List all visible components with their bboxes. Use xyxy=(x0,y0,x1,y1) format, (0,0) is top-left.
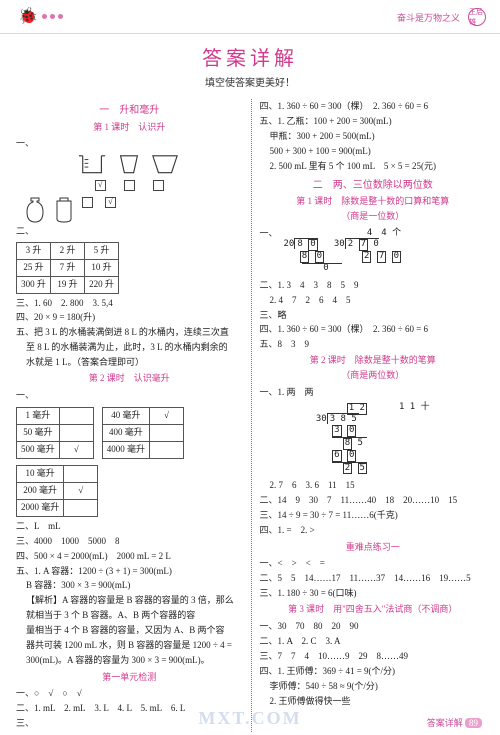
ribbon-icon: 王后雄 xyxy=(468,8,486,26)
cup-narrow-icon xyxy=(115,154,143,176)
ld-row-2: 1 2 303 8 5 3 0 8 5 6 0 2 5 1 1 十 xyxy=(260,401,487,478)
t2-expl-5: 300(mL)。A 容器的容量为 300 × 3 = 900(mL)。 xyxy=(16,654,243,668)
q3-line: 三、1. 60 2. 800 3. 5,4 xyxy=(16,297,243,311)
u2-lesson1: 第 1 课时 除数是整十数的口算和笔算 xyxy=(260,195,487,209)
subtitle: 填空使答案更美好！ xyxy=(0,74,500,89)
u2-lesson1-sub: （商是一位数） xyxy=(260,210,487,224)
t2-expl-3: 量相当于 4 个 B 容器的容量，又因为 A、B 两个容 xyxy=(16,624,243,638)
l2-q2: 2. 7 6 3. 6 11 15 xyxy=(260,479,487,493)
t2-q3: 三、4000 1000 5000 8 xyxy=(16,535,243,549)
ml-grid-3: 10 毫升 200 毫升√ 2000 毫升 xyxy=(16,465,98,517)
long-division-1: 4 4 个 208 0 302 7 0 8 0 2 7 0 0 xyxy=(284,229,402,274)
checkbox-empty xyxy=(153,180,164,191)
t2-expl-1: 【解析】A 容器的容量是 B 容器的容量的 3 倍，那么 xyxy=(16,594,243,608)
checkbox-empty xyxy=(124,180,135,191)
long-division-2a: 1 2 303 8 5 3 0 8 5 6 0 2 5 xyxy=(316,403,367,474)
t2-q2: 二、L mL xyxy=(16,520,243,534)
unit2-title: 二 两、三位数除以两位数 xyxy=(260,178,487,194)
l2-q3: 二、14 9 30 7 11……40 18 20……10 15 xyxy=(260,494,487,508)
title-block: 答案详解 填空使答案更美好！ xyxy=(0,42,500,89)
l3-q4-3: 2. 王师傅做得快一些 xyxy=(260,695,487,709)
unit1-title: 一 升和毫升 xyxy=(16,103,243,119)
q2-label: 二、 xyxy=(16,225,243,239)
long-division-2b: 1 1 十 xyxy=(399,403,430,474)
jar-row: √ xyxy=(24,197,243,223)
ld-caption: 一、 xyxy=(260,227,278,241)
r-q5-4: 2. 500 mL 里有 5 个 100 mL 5 × 5 = 25(元) xyxy=(260,160,487,174)
r-q5-2: 甲瓶：300 + 200 = 500(mL) xyxy=(260,130,487,144)
q1-label: 一、 xyxy=(16,137,243,151)
hard-q1: 一、< > < = xyxy=(260,557,487,571)
ml-grids: 1 毫升 50 毫升 500 毫升√ 40 毫升√ 400 毫升 4000 毫升 xyxy=(16,404,243,462)
check-q2: 二、1. mL 2. mL 3. L 4. L 5. mL 6. L xyxy=(16,702,243,716)
ml-grid-left: 1 毫升 50 毫升 500 毫升√ xyxy=(16,407,94,459)
decorative-dots xyxy=(42,14,63,19)
q5-line-1: 五、把 3 L 的水桶装满倒进 8 L 的水桶内，连续三次直 xyxy=(16,326,243,340)
liter-grid-1: 3 升2 升5 升 25 升7 升10 升 300 升19 升220 升 xyxy=(16,242,119,294)
checkbox-empty xyxy=(82,197,93,208)
jar-icon xyxy=(24,197,46,223)
r-q5-1: 五、1. 乙瓶：100 + 200 = 300(mL) xyxy=(260,115,487,129)
u2-q3: 三、略 xyxy=(260,309,487,323)
l3-q1: 一、30 70 80 20 90 xyxy=(260,620,487,634)
checkbox-checked: √ xyxy=(95,180,106,191)
header-motto: 奋斗是万物之义 xyxy=(397,11,460,24)
header-decoration: 🐞 奋斗是万物之义 王后雄 xyxy=(0,0,500,34)
t2-q1-label: 一、 xyxy=(16,389,243,403)
l2-q5: 四、1. = 2. > xyxy=(260,524,487,538)
checkbox-row-1: √ xyxy=(16,180,243,191)
u2-lesson2: 第 2 课时 除数是整十数的笔算 xyxy=(260,354,487,368)
page-footer: 答案详解 89 xyxy=(427,716,482,729)
l3-q2: 二、1. A 2. C 3. A xyxy=(260,635,487,649)
t2-expl-2: 就相当于 3 个 B 容器。A、B 两个容器的容 xyxy=(16,609,243,623)
lesson1-title: 第 1 课时 认识升 xyxy=(16,121,243,135)
hard-title: 重难点练习一 xyxy=(260,541,487,555)
check-q3: 三、 xyxy=(16,717,243,731)
footer-label: 答案详解 xyxy=(427,718,463,728)
t2-q5-2: B 容器：300 × 3 = 900(mL) xyxy=(16,579,243,593)
right-column: 四、1. 360 ÷ 60 = 300（棵） 2. 360 ÷ 60 = 6 五… xyxy=(252,99,487,732)
t2-q5-1: 五、1. A 容器：1200 ÷ (3 + 1) = 300(mL) xyxy=(16,565,243,579)
lesson2-title: 第 2 课时 认识毫升 xyxy=(16,372,243,386)
jar-short-icon xyxy=(54,197,74,223)
u2-q4: 四、1. 360 ÷ 60 = 300（棵） 2. 360 ÷ 60 = 6 xyxy=(260,323,487,337)
t2-q4: 四、500 × 4 = 2000(mL) 2000 mL = 2 L xyxy=(16,550,243,564)
u2-q5: 五、8 3 9 xyxy=(260,338,487,352)
page-number: 89 xyxy=(465,718,482,728)
l2-q1: 一、1. 两 两 xyxy=(260,386,487,400)
l3-q4-1: 四、1. 王师傅：369 ÷ 41 = 9(个/分) xyxy=(260,665,487,679)
unit1-check-title: 第一单元检测 xyxy=(16,671,243,685)
cup-row-1 xyxy=(16,154,243,176)
checkbox-checked: √ xyxy=(105,197,116,208)
beaker-icon xyxy=(79,154,107,176)
ml-grid-right: 40 毫升√ 400 毫升 4000 毫升 xyxy=(102,407,184,459)
u2-lesson2-sub: （商是两位数） xyxy=(260,369,487,383)
long-division-row: 一、 4 4 个 208 0 302 7 0 8 0 2 7 0 0 xyxy=(260,227,487,278)
q4-line: 四、20 × 9 = 180(升) xyxy=(16,311,243,325)
u2-lesson3: 第 3 课时 用"四舍五入"法试商（不调商） xyxy=(260,603,487,617)
l3-q4-2: 李师傅：540 ÷ 58 ≈ 9(个/分) xyxy=(260,680,487,694)
header-right: 奋斗是万物之义 王后雄 xyxy=(397,8,486,26)
left-column: 一 升和毫升 第 1 课时 认识升 一、 √ √ 二、 3 升2 升5 升 25… xyxy=(16,99,251,732)
r-q5-3: 500 + 300 + 100 = 900(mL) xyxy=(260,145,487,159)
ladybug-icon: 🐞 xyxy=(18,6,38,26)
hard-q3: 三、1. 180 ÷ 30 = 6(口味) xyxy=(260,587,487,601)
r-q4: 四、1. 360 ÷ 60 = 300（棵） 2. 360 ÷ 60 = 6 xyxy=(260,100,487,114)
content-columns: 一 升和毫升 第 1 课时 认识升 一、 √ √ 二、 3 升2 升5 升 25… xyxy=(0,93,500,732)
q5-line-2: 至 8 L 的水桶装满为止，此时，3 L 的水桶内剩余的 xyxy=(16,341,243,355)
l2-q4: 三、14 ÷ 9 = 30 ÷ 7 = 11……6(千克) xyxy=(260,509,487,523)
cup-wide-icon xyxy=(151,154,179,176)
l3-q3: 三、7 7 4 10……9 29 8……49 xyxy=(260,650,487,664)
t2-expl-4: 器共可装 1200 mL 水，则 B 容器的容量是 1200 ÷ 4 = xyxy=(16,639,243,653)
u2-q2: 二、1. 3 4 3 8 5 9 xyxy=(260,279,487,293)
u2-q2b: 2. 4 7 2 6 4 5 xyxy=(260,294,487,308)
hard-q2: 二、5 5 14……17 11……37 14……16 19……5 xyxy=(260,572,487,586)
q5-line-3: 水就是 1 L。（答案合理即可） xyxy=(16,356,243,370)
main-title: 答案详解 xyxy=(0,42,500,71)
check-q1: 一、○ √ ○ √ xyxy=(16,687,243,701)
